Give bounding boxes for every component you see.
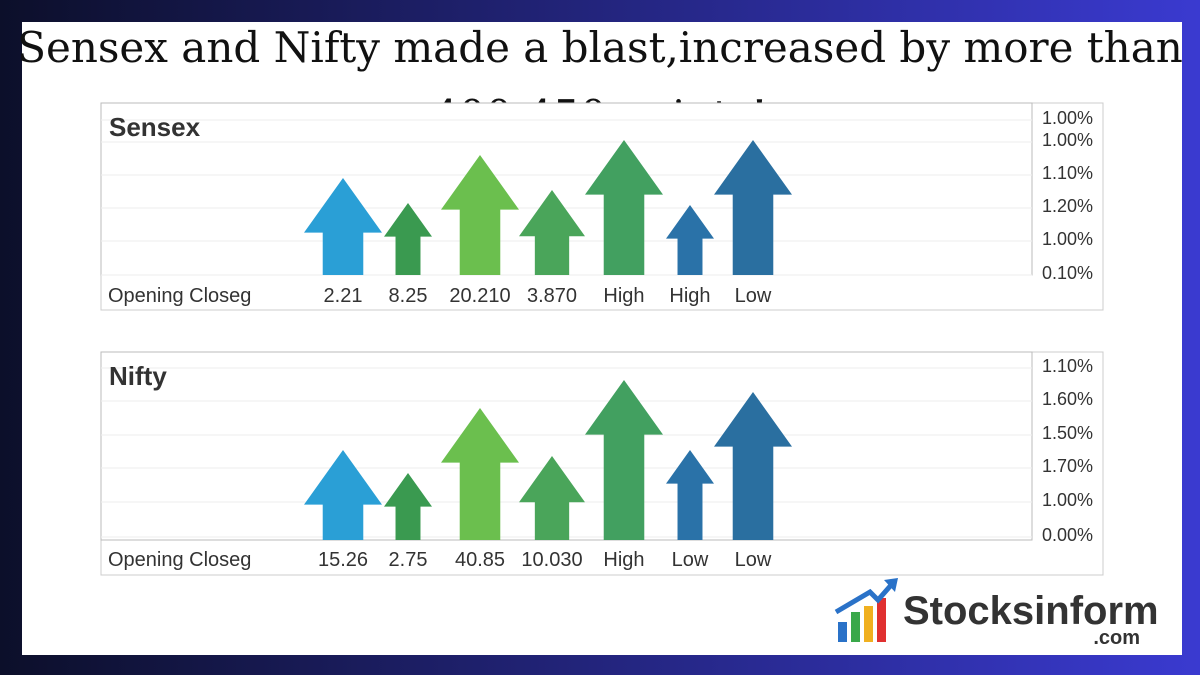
category-label: High bbox=[603, 285, 644, 307]
logo-name: Stocksinform bbox=[903, 589, 1159, 633]
arrow bbox=[666, 450, 714, 540]
arrow bbox=[714, 140, 792, 275]
arrow bbox=[666, 205, 714, 275]
logo-arrow-head bbox=[884, 578, 898, 592]
category-label: 15.26 bbox=[318, 549, 368, 571]
axis-label: 1.10% bbox=[1042, 163, 1093, 183]
logo-bar bbox=[864, 606, 873, 642]
category-label: 10.030 bbox=[521, 549, 582, 571]
category-label: 40.85 bbox=[455, 549, 505, 571]
axis-label: 1.00% bbox=[1042, 490, 1093, 510]
axis-label: 1.00% bbox=[1042, 229, 1093, 249]
arrow bbox=[441, 408, 519, 540]
arrow bbox=[441, 155, 519, 275]
panel-frame bbox=[100, 102, 1104, 311]
axis-label: 1.20% bbox=[1042, 196, 1093, 216]
logo-bar bbox=[838, 622, 847, 642]
axis-label: 1.10% bbox=[1042, 356, 1093, 376]
arrow bbox=[304, 178, 382, 275]
category-label: High bbox=[669, 285, 710, 307]
logo-bar bbox=[877, 598, 886, 642]
logo-bar bbox=[851, 612, 860, 642]
logo-suffix: .com bbox=[1093, 627, 1140, 649]
axis-label: 1.70% bbox=[1042, 456, 1093, 476]
category-label: 8.25 bbox=[389, 285, 428, 307]
panel-name: Sensex bbox=[109, 112, 201, 142]
category-label: 2.75 bbox=[389, 549, 428, 571]
category-label: 2.21 bbox=[324, 285, 363, 307]
arrow bbox=[585, 140, 663, 275]
axis-label: 0.10% bbox=[1042, 263, 1093, 283]
arrow bbox=[714, 392, 792, 540]
arrow bbox=[585, 380, 663, 540]
category-label: Opening Closeg bbox=[108, 549, 251, 571]
category-label: Opening Closeg bbox=[108, 285, 251, 307]
category-label: Low bbox=[735, 549, 772, 571]
arrow bbox=[519, 456, 585, 540]
category-label: 3.870 bbox=[527, 285, 577, 307]
arrow bbox=[519, 190, 585, 275]
category-label: Low bbox=[735, 285, 772, 307]
axis-label: 1.50% bbox=[1042, 423, 1093, 443]
panel: Sensex 1.00%1.00%1.10%1.20%1.00%0.10%Open… bbox=[100, 102, 1104, 311]
category-label: 20.210 bbox=[449, 285, 510, 307]
arrow bbox=[384, 203, 432, 275]
logo-arrow bbox=[834, 582, 894, 615]
category-label: Low bbox=[672, 549, 709, 571]
title: Sensex and Nifty made a blast,increased … bbox=[17, 23, 1183, 72]
panel-frame bbox=[100, 351, 1104, 576]
panel-name: Nifty bbox=[109, 361, 167, 391]
arrow bbox=[304, 450, 382, 540]
axis-label: 1.00% bbox=[1042, 130, 1093, 150]
panel: Nifty 1.10% 1.60% 1.50% 1.70% 1.00% 0.00% Openi… bbox=[100, 351, 1104, 576]
arrow bbox=[384, 473, 432, 540]
axis-label: 1.00% bbox=[1042, 108, 1093, 128]
category-label: High bbox=[603, 549, 644, 571]
axis-label: 0.00% bbox=[1042, 525, 1093, 545]
logo: Stocksinform.com bbox=[834, 578, 1159, 649]
axis-label: 1.60% bbox=[1042, 389, 1093, 409]
